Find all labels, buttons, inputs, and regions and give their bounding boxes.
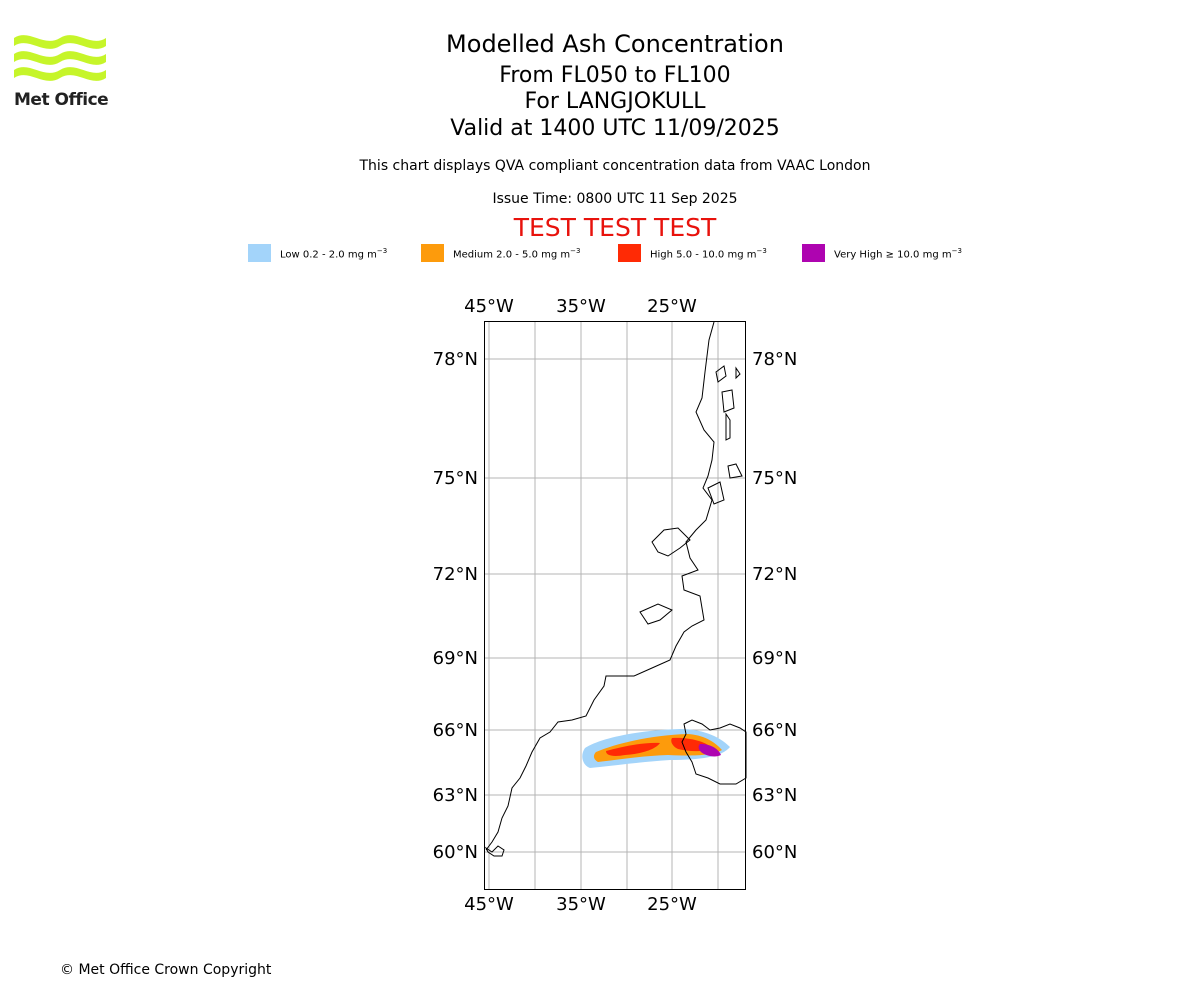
ash-plume (582, 729, 730, 768)
lat-tick-66n-right: 66°N (752, 720, 797, 741)
greenland-east-coast (485, 321, 715, 851)
coastline (484, 321, 747, 857)
lon-labels-top: 45°W 35°W 25°W (464, 296, 697, 317)
iceland-coast (681, 719, 747, 785)
legend-swatch-medium (421, 244, 444, 262)
lat-tick-63n-right: 63°N (752, 785, 797, 806)
lon-tick-25w-bottom: 25°W (647, 894, 697, 915)
lon-tick-35w-bottom: 35°W (556, 894, 606, 915)
met-office-waves-icon (14, 35, 106, 81)
copyright-footer: © Met Office Crown Copyright (60, 962, 272, 978)
lon-tick-35w-top: 35°W (556, 296, 606, 317)
greenland-south-tip (484, 845, 505, 857)
lat-tick-75n-right: 75°N (752, 468, 797, 489)
lat-tick-63n-left: 63°N (433, 785, 478, 806)
lat-tick-75n-left: 75°N (433, 468, 478, 489)
greenland-islands (707, 365, 743, 505)
lat-tick-78n-left: 78°N (433, 349, 478, 370)
ash-high-zone (606, 737, 712, 756)
legend-label-low: Low 0.2 - 2.0 mg m−3 (280, 247, 388, 261)
logo-text: Met Office (14, 90, 109, 110)
lon-labels-bottom: 45°W 35°W 25°W (464, 894, 697, 915)
lon-tick-45w-top: 45°W (464, 296, 514, 317)
lat-tick-60n-right: 60°N (752, 842, 797, 863)
map-gridlines (484, 321, 746, 890)
lat-tick-72n-left: 72°N (433, 564, 478, 585)
lat-tick-72n-right: 72°N (752, 564, 797, 585)
lat-tick-69n-right: 69°N (752, 648, 797, 669)
compliance-note: This chart displays QVA compliant concen… (359, 158, 871, 174)
lat-tick-78n-right: 78°N (752, 349, 797, 370)
legend-label-medium: Medium 2.0 - 5.0 mg m−3 (453, 247, 581, 261)
lat-tick-60n-left: 60°N (433, 842, 478, 863)
ash-very-high-zone (698, 744, 721, 757)
legend-swatch-low (248, 244, 271, 262)
legend-swatch-high (618, 244, 641, 262)
met-office-logo: Met Office (14, 30, 109, 110)
flight-levels: From FL050 to FL100 (499, 63, 731, 88)
lat-tick-69n-left: 69°N (433, 648, 478, 669)
valid-time: Valid at 1400 UTC 11/09/2025 (450, 116, 780, 141)
legend-label-high: High 5.0 - 10.0 mg m−3 (650, 247, 767, 261)
volcano-name: For LANGJOKULL (524, 89, 706, 114)
chart-title: Modelled Ash Concentration (446, 30, 784, 58)
legend-label-very-high: Very High ≥ 10.0 mg m−3 (834, 247, 962, 261)
lat-labels-left: 78°N 75°N 72°N 69°N 66°N 63°N 60°N (433, 349, 478, 863)
legend-swatch-very-high (802, 244, 825, 262)
lat-tick-66n-left: 66°N (433, 720, 478, 741)
lon-tick-25w-top: 25°W (647, 296, 697, 317)
test-banner: TEST TEST TEST (513, 213, 717, 242)
lat-labels-right: 78°N 75°N 72°N 69°N 66°N 63°N 60°N (752, 349, 797, 863)
issue-time: Issue Time: 0800 UTC 11 Sep 2025 (492, 191, 738, 207)
lon-tick-45w-bottom: 45°W (464, 894, 514, 915)
scoresby-sund (639, 527, 691, 625)
map-frame (484, 321, 746, 890)
